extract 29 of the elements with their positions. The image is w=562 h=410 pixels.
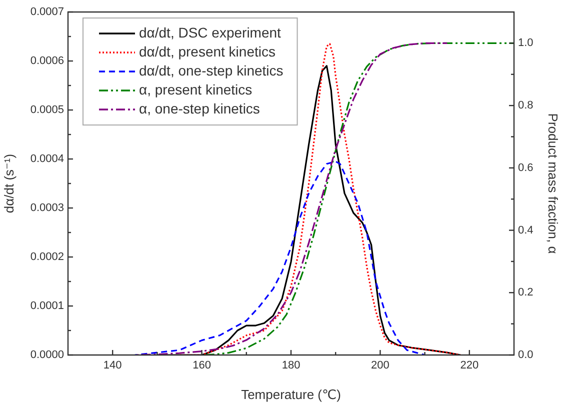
y-tick-label: 0.0004 (30, 153, 64, 166)
y-tick-label: 0.0001 (30, 300, 64, 312)
legend-label: dα/dt, one-step kinetics (139, 62, 284, 78)
x-tick-label: 220 (460, 360, 479, 372)
y-tick-label: 0.0002 (30, 251, 64, 264)
x-tick-label: 140 (103, 360, 122, 372)
y2-tick-label: 0.0 (518, 349, 534, 362)
x-tick-label: 200 (371, 360, 390, 372)
y-tick-label: 0.0007 (30, 6, 64, 18)
y2-tick-label: 0.4 (518, 224, 534, 236)
x-axis-title: Temperature (℃) (241, 386, 341, 402)
x-tick-label: 180 (282, 360, 300, 372)
y-tick-label: 0.0006 (30, 55, 64, 68)
legend-label: α, present kinetics (139, 81, 252, 98)
legend-label: dα/dt, present kinetics (139, 43, 276, 60)
y-axis-title: dα/dt (s⁻¹) (1, 154, 16, 214)
y-tick-label: 0.0005 (30, 104, 64, 116)
y-tick-label: 0.0003 (30, 202, 64, 214)
y2-tick-label: 0.8 (518, 100, 534, 112)
y2-axis-title: Product mass fraction, α (546, 113, 561, 254)
y2-tick-label: 0.6 (518, 162, 534, 174)
line-series (134, 160, 426, 355)
y2-tick-label: 0.2 (518, 286, 534, 299)
legend-label: α, one-step kinetics (139, 100, 260, 116)
x-tick-label: 160 (192, 360, 211, 372)
y-tick-label: 0.0000 (30, 349, 64, 362)
line-series (134, 42, 448, 355)
y2-tick-label: 1.0 (518, 37, 534, 50)
legend-label: dα/dt, DSC experiment (139, 24, 282, 40)
